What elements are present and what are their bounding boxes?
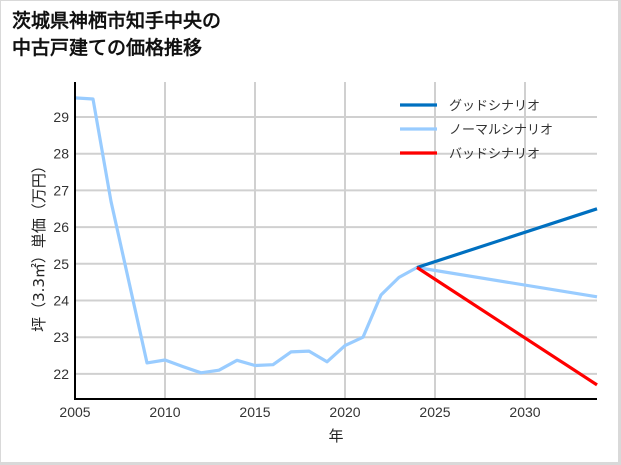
series-line (416, 266, 598, 387)
x-tick-label: 2020 (329, 404, 360, 420)
legend-label: ノーマルシナリオ (449, 123, 553, 138)
series-line (74, 96, 598, 375)
y-tick-label: 29 (53, 109, 69, 125)
y-tick-label: 28 (53, 146, 69, 162)
x-tick-label: 2010 (149, 404, 180, 420)
x-tick-label: 2005 (59, 404, 90, 420)
x-axis-label: 年 (328, 427, 343, 445)
title-line-2: 中古戸建ての価格推移 (12, 37, 203, 59)
y-tick-label: 24 (53, 293, 69, 309)
y-tick-label: 22 (53, 366, 69, 382)
chart-title: 茨城県神栖市知手中央の 中古戸建ての価格推移 (12, 8, 221, 62)
grid-lines (75, 82, 597, 399)
y-axis-label: 坪（3.3㎡）単価（万円） (30, 158, 48, 332)
y-tick-label: 25 (53, 256, 69, 272)
data-lines (74, 96, 598, 387)
x-tick-label: 2025 (419, 404, 450, 420)
y-tick-label: 27 (53, 182, 69, 198)
legend-label: バッドシナリオ (449, 147, 540, 162)
y-tick-label: 26 (53, 219, 69, 235)
y-axis-ticks: 22 23 24 25 26 27 28 29 (53, 109, 69, 382)
axes (74, 82, 597, 400)
series-line (416, 207, 598, 270)
x-tick-label: 2015 (239, 404, 270, 420)
x-axis-ticks: 2005 2010 2015 2020 2025 2030 (59, 404, 540, 420)
y-tick-label: 23 (53, 329, 69, 345)
legend-label: グッドシナリオ (449, 99, 540, 114)
x-tick-label: 2030 (509, 404, 540, 420)
title-line-1: 茨城県神栖市知手中央の (12, 10, 222, 32)
